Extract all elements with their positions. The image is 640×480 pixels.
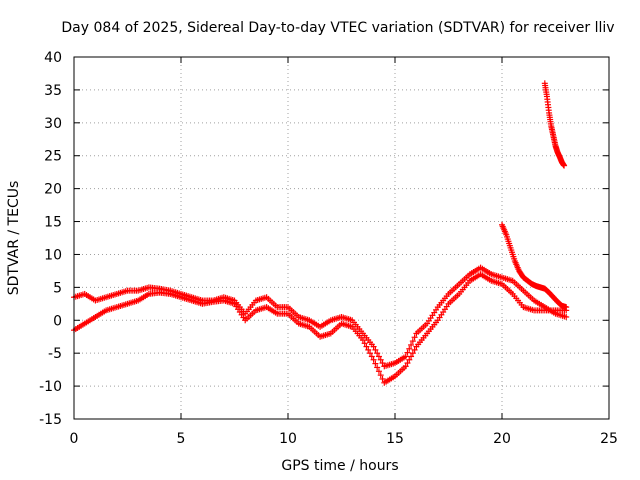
grid [74, 57, 609, 419]
y-tick-label: 15 [44, 215, 62, 231]
data-point [375, 368, 382, 375]
data-point [406, 356, 413, 363]
data-point [374, 364, 381, 371]
data-point [368, 353, 375, 360]
data-point [379, 375, 386, 382]
y-tick-label: -10 [39, 379, 62, 395]
y-tick-label: 25 [44, 149, 62, 165]
y-tick-label: 10 [44, 247, 62, 263]
x-tick-label: 10 [279, 431, 297, 447]
data-point [409, 350, 416, 357]
data-point [372, 360, 379, 367]
data-marks [71, 80, 570, 386]
data-point [365, 346, 372, 353]
x-tick-label: 5 [177, 431, 186, 447]
y-tick-label: 35 [44, 83, 62, 99]
y-tick-label: 40 [44, 50, 62, 66]
data-point [374, 350, 381, 357]
data-point [408, 353, 415, 360]
y-tick-label: -5 [48, 346, 62, 362]
series-band-b [71, 271, 570, 386]
data-point [409, 338, 416, 345]
chart-title: Day 084 of 2025, Sidereal Day-to-day VTE… [61, 20, 614, 36]
y-tick-label: 20 [44, 182, 62, 198]
data-point [411, 346, 418, 353]
y-tick-label: 30 [44, 116, 62, 132]
y-tick-label: 0 [53, 313, 62, 329]
series-arc-late [499, 221, 570, 311]
x-tick-label: 0 [70, 431, 79, 447]
data-point [361, 340, 368, 347]
data-point [411, 334, 418, 341]
data-point [563, 313, 570, 320]
y-tick-label: 5 [53, 280, 62, 296]
x-tick-label: 20 [493, 431, 511, 447]
data-point [370, 343, 377, 350]
series-arc-high [541, 80, 568, 169]
x-tick-label: 15 [386, 431, 404, 447]
y-axis-label: SDTVAR / TECUs [6, 181, 22, 296]
data-point [379, 360, 386, 367]
data-point [402, 363, 409, 370]
data-point [561, 162, 568, 169]
data-point [404, 349, 411, 356]
data-point [359, 337, 366, 344]
axes: 0 5 10 15 20 25 -15 -10 -5 0 5 10 15 20 25 30 35 40 [39, 50, 618, 447]
data-point [377, 356, 384, 363]
data-point [372, 346, 379, 353]
data-point [406, 345, 413, 352]
plot-frame [73, 56, 610, 420]
y-tick-label: -15 [39, 412, 62, 428]
data-point [377, 372, 384, 379]
data-point [402, 353, 409, 360]
data-point [370, 356, 377, 363]
data-point [375, 353, 382, 360]
data-point [563, 304, 570, 311]
x-tick-label: 25 [600, 431, 618, 447]
x-axis-label: GPS time / hours [281, 458, 398, 474]
data-point [363, 343, 370, 350]
data-point [408, 341, 415, 348]
data-point [367, 350, 374, 357]
data-point [404, 360, 411, 367]
